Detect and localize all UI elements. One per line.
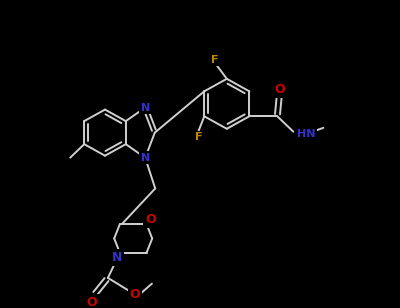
Text: HN: HN: [297, 129, 316, 139]
Text: N: N: [140, 103, 150, 112]
Text: N: N: [112, 251, 122, 264]
Text: F: F: [194, 132, 202, 142]
Text: O: O: [274, 83, 285, 96]
Text: F: F: [211, 55, 218, 65]
Text: N: N: [140, 153, 150, 163]
Text: O: O: [86, 296, 97, 308]
Text: O: O: [145, 213, 156, 226]
Text: O: O: [130, 288, 140, 301]
